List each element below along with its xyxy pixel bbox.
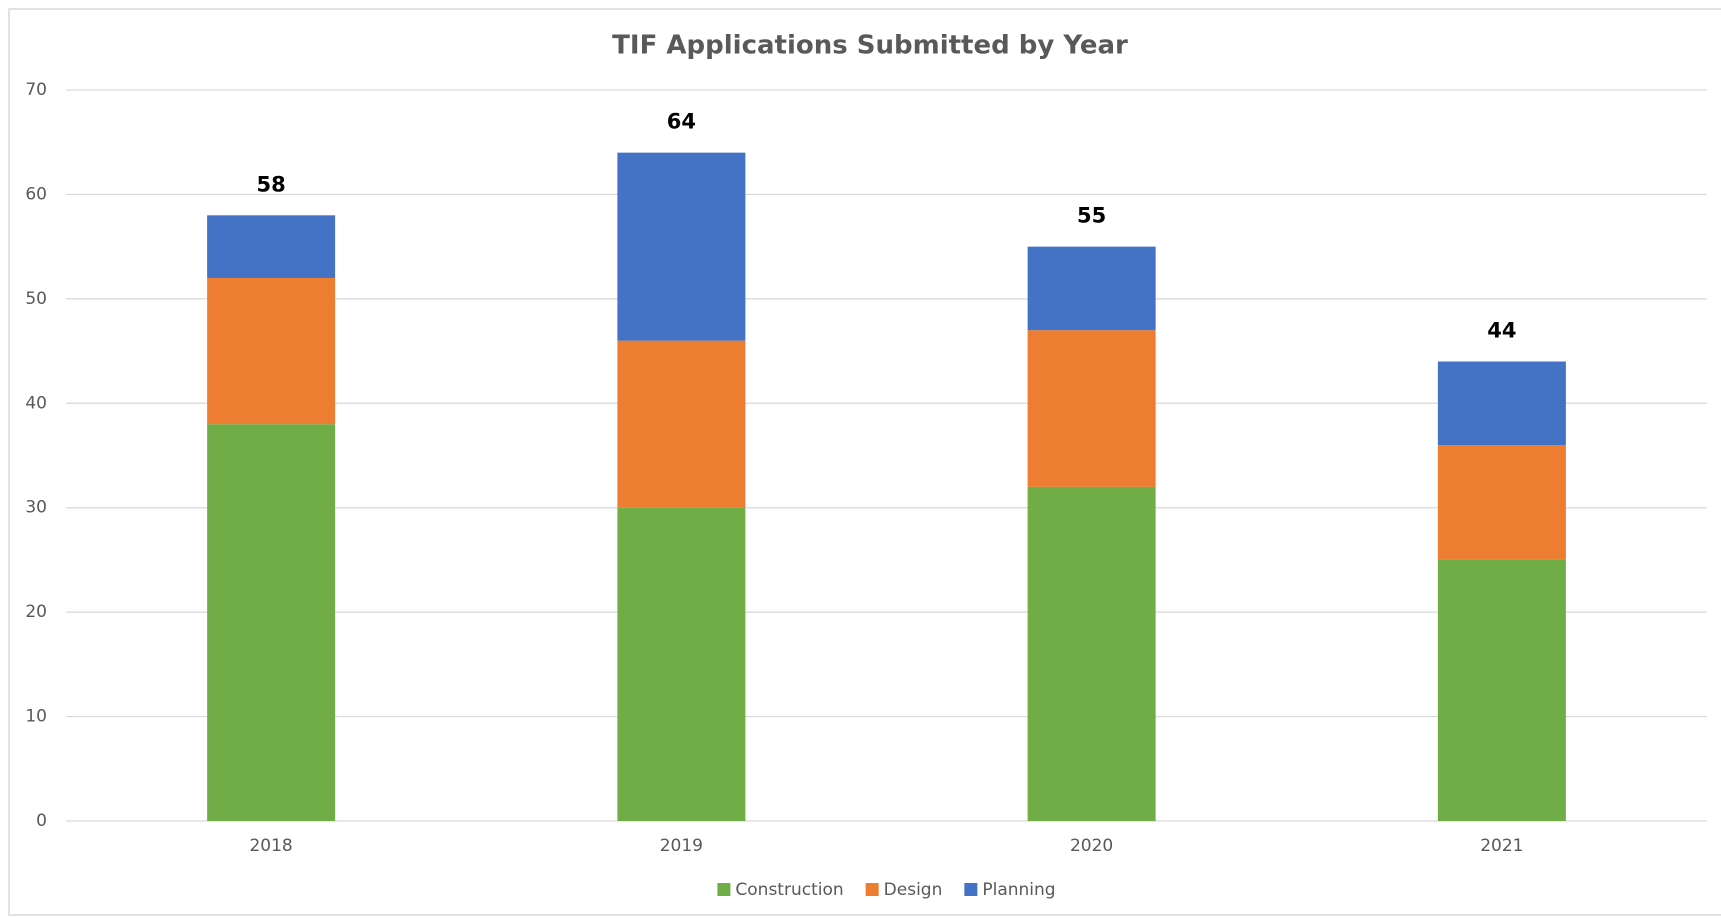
x-tick-label: 2021: [1480, 836, 1523, 856]
bar-segment: [1027, 246, 1156, 331]
bar-segment: [1027, 330, 1156, 487]
bar-segment: [207, 424, 336, 821]
legend-label: Construction: [735, 880, 843, 900]
bar-segment: [207, 277, 336, 425]
bar-segment: [1027, 486, 1156, 821]
bar-segment: [1437, 361, 1566, 446]
legend-label: Design: [884, 880, 943, 900]
y-tick-label: 30: [25, 498, 47, 518]
y-tick-label: 10: [25, 707, 47, 727]
bar-segment: [1437, 559, 1566, 821]
legend-swatch: [717, 883, 731, 896]
x-tick-label: 2020: [1070, 836, 1113, 856]
x-tick-label: 2018: [249, 836, 292, 856]
y-tick-label: 0: [36, 811, 47, 831]
y-tick-label: 70: [25, 80, 47, 100]
bar-segment: [617, 152, 746, 341]
y-tick-label: 40: [25, 393, 47, 413]
total-label: 44: [1487, 319, 1516, 343]
bar-segment: [617, 340, 746, 508]
chart-title: TIF Applications Submitted by Year: [612, 31, 1128, 61]
y-tick-label: 60: [25, 184, 47, 204]
bar-segment: [1437, 445, 1566, 560]
total-label: 58: [257, 172, 286, 196]
bar-segment: [617, 507, 746, 821]
y-tick-label: 50: [25, 289, 47, 309]
legend-swatch: [865, 883, 879, 896]
legend-label: Planning: [982, 880, 1055, 900]
total-label: 55: [1077, 204, 1106, 228]
x-tick-label: 2019: [660, 836, 703, 856]
legend-swatch: [964, 883, 978, 896]
y-tick-label: 20: [25, 602, 47, 622]
bar-segment: [207, 215, 336, 278]
total-label: 64: [667, 110, 696, 134]
